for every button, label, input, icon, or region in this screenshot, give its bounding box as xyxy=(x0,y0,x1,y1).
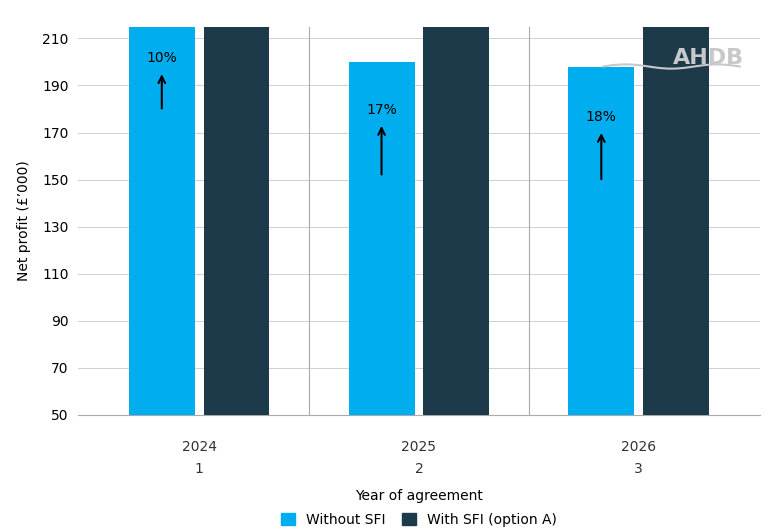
Bar xyxy=(348,62,414,415)
Text: 18%: 18% xyxy=(586,110,617,124)
Text: 10%: 10% xyxy=(146,52,177,65)
Text: 2: 2 xyxy=(414,462,424,476)
Bar xyxy=(204,0,269,415)
Text: 1: 1 xyxy=(195,462,204,476)
Text: 3: 3 xyxy=(634,462,643,476)
Text: 2026: 2026 xyxy=(621,440,656,454)
Bar xyxy=(643,10,709,415)
Bar xyxy=(568,66,634,415)
Text: 17%: 17% xyxy=(366,103,397,117)
Text: 2025: 2025 xyxy=(402,440,436,454)
Bar xyxy=(424,3,489,415)
X-axis label: Year of agreement: Year of agreement xyxy=(355,488,483,503)
Y-axis label: Net profit (£’000): Net profit (£’000) xyxy=(17,161,31,281)
Text: 2024: 2024 xyxy=(182,440,217,454)
Bar xyxy=(129,0,195,415)
Text: AHDB: AHDB xyxy=(673,48,744,68)
Legend: Without SFI, With SFI (option A): Without SFI, With SFI (option A) xyxy=(276,508,562,532)
